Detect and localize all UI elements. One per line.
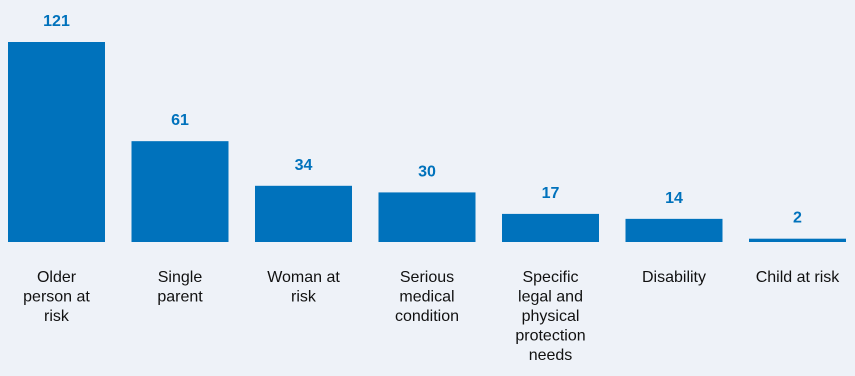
bar-1: [8, 42, 105, 242]
category-label-line: Child at risk: [756, 269, 841, 286]
value-label-4: 30: [418, 163, 436, 180]
category-label-3: Woman at risk: [267, 269, 340, 306]
category-label-line: Single: [158, 269, 203, 286]
category-label-line: condition: [395, 308, 459, 325]
category-label-line: Woman at: [267, 269, 340, 286]
category-label-line: protection: [515, 328, 585, 345]
category-label-line: parent: [157, 289, 203, 306]
category-label-line: Disability: [642, 269, 706, 286]
category-label-line: needs: [529, 347, 573, 364]
category-labels-group: Older person at risk Single parent Woman at ri…: [23, 269, 840, 364]
value-label-5: 17: [542, 185, 560, 202]
value-labels-group: 121 61 34 30 17 14 2: [43, 13, 802, 227]
bar-6: [625, 218, 723, 242]
category-label-6: Disability: [642, 269, 706, 286]
bar-4: [378, 192, 476, 242]
bar-7: [749, 238, 846, 242]
category-label-line: legal and: [518, 289, 583, 306]
bar-3: [255, 185, 352, 242]
value-label-7: 2: [793, 210, 802, 227]
category-label-line: medical: [399, 289, 454, 306]
category-label-5: Specific legal and physical protection needs: [515, 269, 585, 364]
bar-5: [502, 213, 599, 242]
value-label-2: 61: [171, 112, 189, 129]
category-label-line: Specific: [522, 269, 578, 286]
value-label-6: 14: [665, 190, 683, 207]
bars-group: [8, 42, 846, 242]
category-label-7: Child at risk: [756, 269, 841, 286]
category-label-line: risk: [44, 308, 70, 325]
category-label-1: Older person at risk: [23, 269, 90, 325]
value-label-3: 34: [295, 157, 313, 174]
category-label-2: Single parent: [157, 269, 203, 306]
category-label-line: risk: [291, 289, 317, 306]
category-label-4: Serious medical condition: [395, 269, 459, 325]
category-label-line: Serious: [400, 269, 454, 286]
category-label-line: physical: [522, 308, 580, 325]
category-label-line: person at: [23, 289, 90, 306]
value-label-1: 121: [43, 13, 70, 30]
bar-2: [131, 141, 229, 242]
category-label-line: Older: [37, 269, 77, 286]
